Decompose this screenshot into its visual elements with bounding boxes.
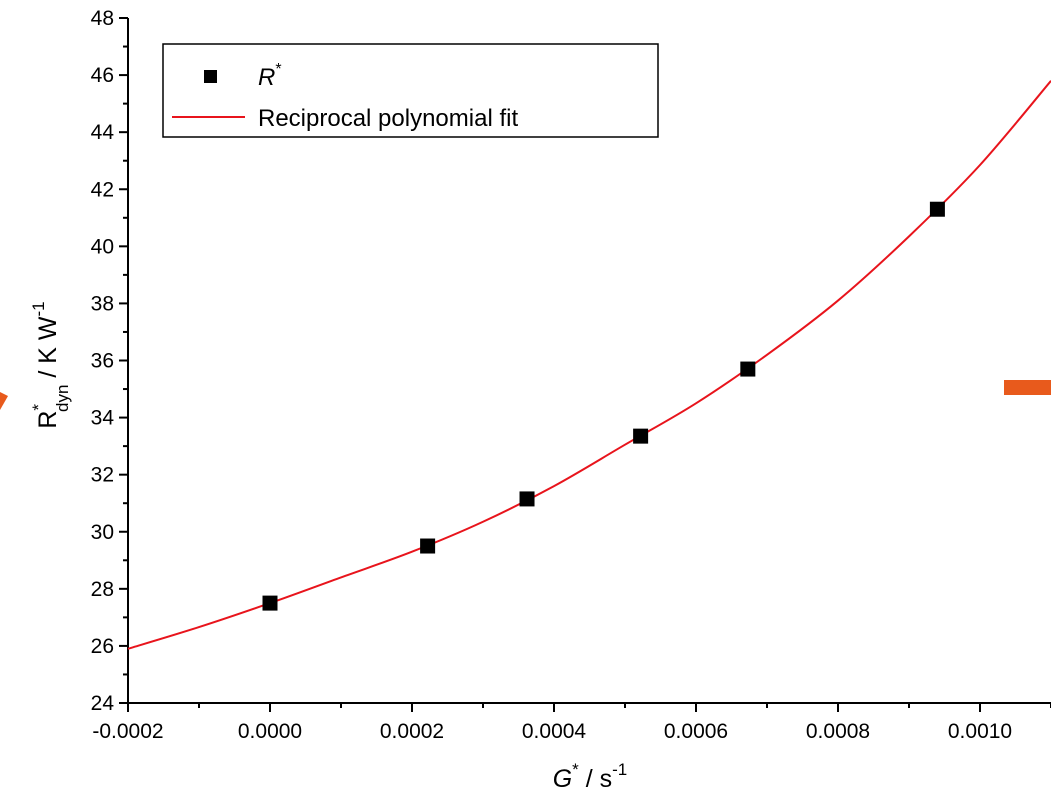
- y-axis-title-sup: *: [29, 404, 48, 411]
- data-point: [420, 538, 436, 554]
- y-tick-label: 32: [91, 464, 114, 487]
- data-point: [519, 491, 535, 507]
- y-axis-title-units: / K W: [34, 316, 62, 384]
- y-tick-label: 42: [91, 178, 114, 201]
- legend-box: [162, 43, 659, 138]
- x-tick-label: 0.0010: [948, 720, 1012, 743]
- fit-curve: [127, 80, 1051, 650]
- x-axis-title-units-sup: -1: [612, 760, 627, 779]
- data-point: [633, 428, 649, 444]
- legend: R* Reciprocal polynomial fit: [162, 43, 659, 138]
- y-axis-title-units-sup: -1: [29, 301, 48, 316]
- x-axis-title-main: G: [553, 765, 572, 793]
- fit-layer: [127, 80, 1051, 650]
- x-tick-label: 0.0000: [238, 720, 302, 743]
- y-tick-label: 30: [91, 521, 114, 544]
- data-point: [740, 361, 756, 377]
- data-point: [262, 595, 278, 611]
- y-tick-label: 38: [91, 292, 114, 315]
- y-tick-label: 46: [91, 64, 114, 87]
- y-axis-title-sub: dyn: [53, 385, 72, 412]
- y-ticks: 24 26 28 30 32 34 36 38 40 42 44 46 48: [91, 7, 128, 715]
- x-axis-title: G* / s-1: [553, 760, 628, 793]
- legend-label-r-main: R: [258, 64, 275, 91]
- y-tick-label: 34: [91, 407, 115, 430]
- y-tick-label: 40: [91, 235, 114, 258]
- y-axis-title: R* dyn / K W-1: [29, 301, 72, 428]
- x-tick-label: 0.0006: [664, 720, 728, 743]
- orange-chevron-decoration: [0, 392, 8, 410]
- x-tick-label: 0.0004: [522, 720, 587, 743]
- y-tick-label: 24: [91, 692, 115, 715]
- x-ticks: -0.0002 0.0000 0.0002 0.0004 0.0006 0.0008 0.0…: [92, 703, 1051, 743]
- y-axis-title-main: R: [34, 411, 62, 429]
- x-tick-label: -0.0002: [92, 720, 163, 743]
- legend-label-r-sup: *: [275, 61, 281, 78]
- x-tick-label: 0.0002: [380, 720, 444, 743]
- x-axis-title-units: / s: [579, 765, 612, 793]
- legend-label-r: R*: [258, 61, 282, 91]
- y-tick-label: 28: [91, 578, 114, 601]
- x-axis-title-sup: *: [572, 760, 579, 779]
- y-tick-label: 26: [91, 635, 114, 658]
- orange-dash-decoration: [1004, 380, 1051, 395]
- x-tick-label: 0.0008: [806, 720, 870, 743]
- legend-label-fit: Reciprocal polynomial fit: [258, 105, 518, 132]
- points-layer: [262, 201, 945, 611]
- legend-marker-square: [204, 70, 217, 83]
- data-point: [929, 201, 945, 217]
- y-tick-label: 48: [91, 7, 114, 30]
- y-tick-label: 36: [91, 350, 114, 373]
- y-tick-label: 44: [91, 121, 115, 144]
